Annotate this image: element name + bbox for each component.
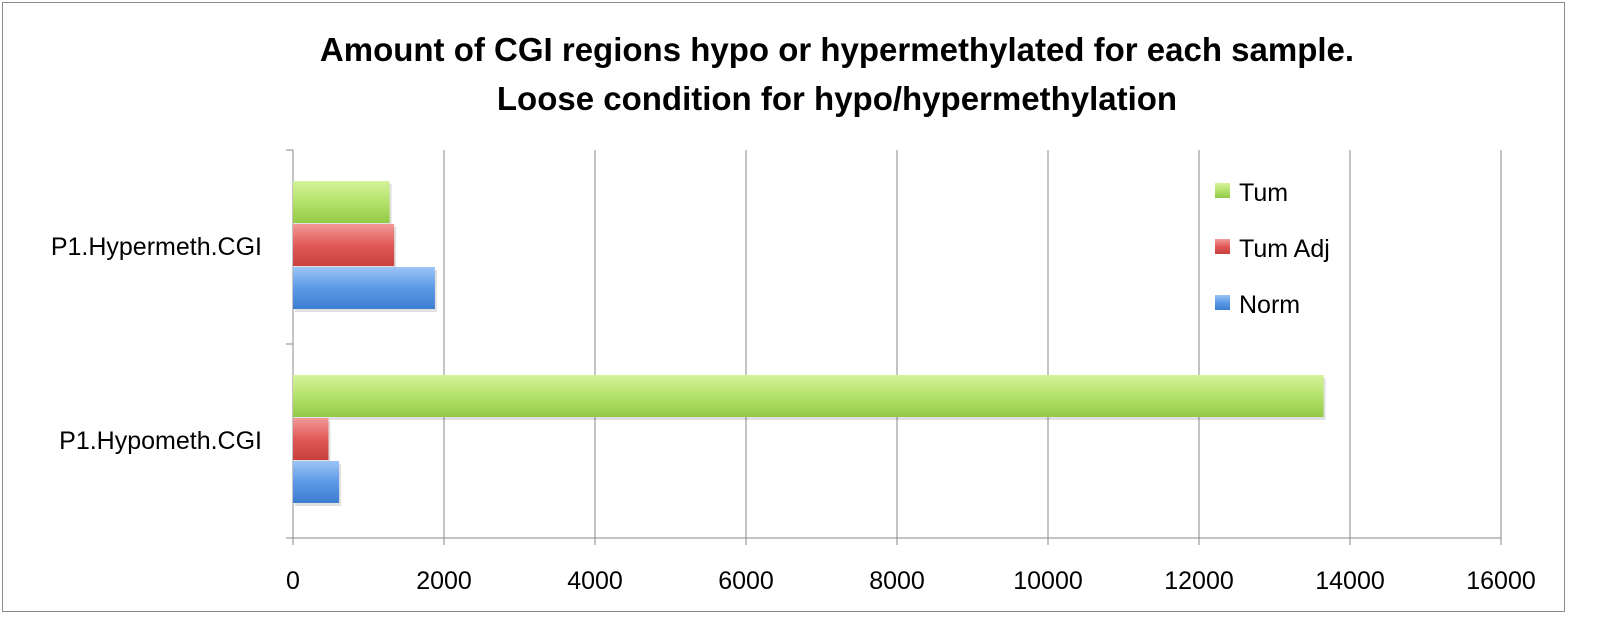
x-tick-label: 4000	[567, 567, 623, 595]
bar	[293, 418, 329, 460]
axis-labels: 0 2000 4000 6000 8000 10000 12000 14000 16000 P1.…	[51, 233, 1536, 595]
legend-label: Norm	[1239, 291, 1300, 319]
x-tick-label: 12000	[1164, 567, 1234, 595]
chart-title: Amount of CGI regions hypo or hypermethy…	[320, 31, 1354, 68]
x-tick-label: 6000	[718, 567, 774, 595]
x-tick-label: 0	[286, 567, 300, 595]
bar	[293, 461, 340, 503]
bar	[293, 267, 435, 309]
axes	[286, 149, 1502, 545]
bar	[293, 375, 1324, 417]
category-label: P1.Hypometh.CGI	[59, 427, 262, 455]
x-tick-label: 14000	[1315, 567, 1385, 595]
x-tick-label: 16000	[1466, 567, 1536, 595]
legend-label: Tum	[1239, 179, 1288, 207]
x-tick-label: 2000	[416, 567, 472, 595]
x-tick-label: 10000	[1013, 567, 1083, 595]
legend-label: Tum Adj	[1239, 235, 1330, 263]
bar	[293, 181, 390, 223]
legend-swatch	[1215, 239, 1230, 254]
legend-swatch	[1215, 295, 1230, 310]
legend: Tum Tum Adj Norm	[1215, 179, 1330, 319]
chart-frame	[2, 2, 1565, 612]
gridlines	[443, 150, 1502, 538]
chart-subtitle: Loose condition for hypo/hypermethylatio…	[497, 80, 1177, 117]
bar	[293, 224, 395, 266]
bars	[293, 181, 1326, 506]
legend-swatch	[1215, 183, 1230, 198]
category-label: P1.Hypermeth.CGI	[51, 233, 262, 261]
x-tick-label: 8000	[869, 567, 925, 595]
